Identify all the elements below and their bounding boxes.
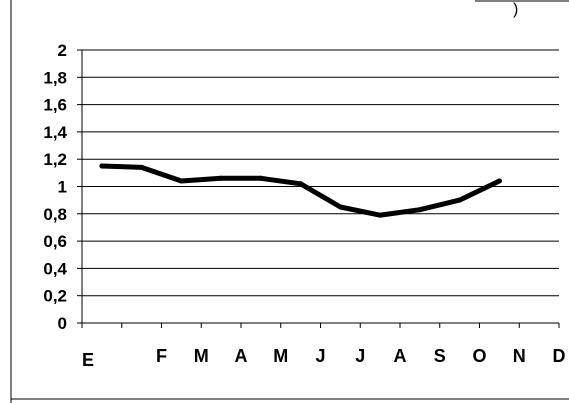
data-point <box>258 175 264 181</box>
x-category-label: A <box>394 346 407 366</box>
grid-lines <box>82 49 559 297</box>
series-line <box>99 163 502 218</box>
y-tick-label: 0,6 <box>43 232 67 251</box>
y-tick-label: 1,2 <box>43 150 67 169</box>
data-point <box>457 197 463 203</box>
x-category-label: A <box>235 346 248 366</box>
x-category-label: J <box>355 346 365 366</box>
x-category-label: N <box>513 346 526 366</box>
x-category-label: F <box>156 346 167 366</box>
data-point <box>99 163 105 169</box>
y-tick-label: 1,8 <box>43 68 67 87</box>
y-tick-label: 0 <box>58 314 67 333</box>
data-point <box>417 207 423 213</box>
x-category-label: J <box>315 346 325 366</box>
data-point <box>178 178 184 184</box>
y-tick-label: 1 <box>58 178 67 197</box>
x-category-label: D <box>553 346 566 366</box>
y-tick-label: 0,2 <box>43 287 67 306</box>
data-point <box>298 181 304 187</box>
data-points <box>99 163 502 218</box>
y-tick-label: 1,4 <box>43 123 67 142</box>
y-tick-label: 0,8 <box>43 205 67 224</box>
corner-mark: ) <box>513 1 518 18</box>
x-category-label: E <box>82 350 94 370</box>
data-point <box>496 178 502 184</box>
data-point <box>337 204 343 210</box>
y-tick-label: 2 <box>58 41 67 60</box>
y-axis-labels: 0 0,2 0,4 0,6 0,8 1 1,2 1,4 1,6 1,8 2 <box>43 41 82 333</box>
y-tick-label: 0,4 <box>43 259 67 278</box>
data-point <box>377 212 383 218</box>
x-category-label: S <box>434 346 446 366</box>
x-category-label: O <box>472 346 486 366</box>
y-tick-label: 1,6 <box>43 96 67 115</box>
x-category-label: M <box>273 346 288 366</box>
data-point <box>218 175 224 181</box>
x-category-label: M <box>194 346 209 366</box>
data-point <box>139 164 145 170</box>
